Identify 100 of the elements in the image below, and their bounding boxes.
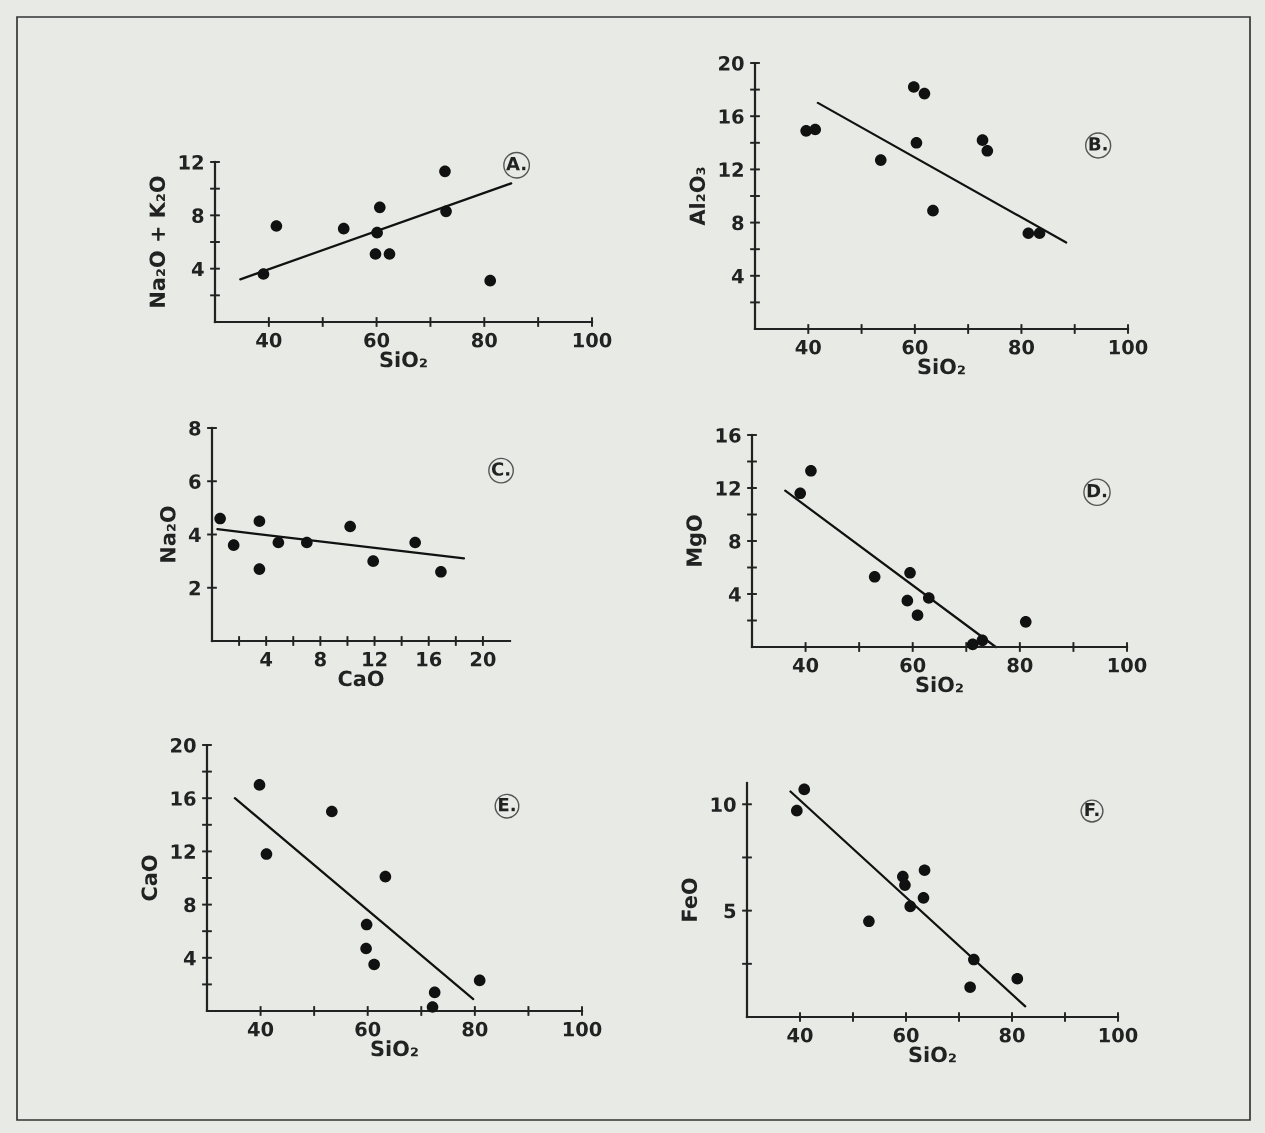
y-tick-label: 16	[719, 109, 744, 124]
x-tick-label: 60	[900, 657, 926, 673]
point	[344, 520, 356, 533]
x-axis-title: CaO	[338, 670, 384, 687]
point	[260, 848, 273, 860]
y-tick-label: 16	[171, 791, 196, 806]
point	[1033, 227, 1046, 240]
y-tick-label: 4	[191, 261, 204, 277]
y-axis-title: CaO	[141, 855, 158, 901]
point	[368, 958, 380, 971]
point	[791, 804, 803, 817]
point	[428, 986, 441, 999]
point	[373, 201, 386, 214]
point	[440, 205, 452, 218]
point	[371, 226, 383, 239]
x-tick-label: 100	[1109, 339, 1148, 355]
point	[981, 144, 994, 157]
point	[1019, 616, 1032, 628]
point	[904, 900, 917, 913]
point	[918, 864, 931, 877]
annotation: D.	[1087, 484, 1107, 498]
y-tick-label: 8	[184, 897, 196, 913]
point	[360, 942, 372, 955]
point	[439, 165, 451, 178]
point	[917, 892, 930, 904]
y-tick-label: 2	[189, 580, 200, 596]
y-axis-title: MgO	[686, 515, 707, 566]
y-tick-label: 12	[171, 844, 195, 859]
point	[1022, 227, 1035, 240]
y-tick-label: 20	[171, 737, 196, 753]
x-tick-label: 16	[417, 651, 442, 667]
point	[794, 487, 807, 500]
x-tick-label: 80	[999, 1027, 1025, 1043]
x-tick-label: 20	[470, 651, 496, 667]
point	[874, 154, 887, 166]
x-tick-label: 80	[471, 332, 497, 348]
y-tick-label: 4	[183, 951, 196, 966]
point	[253, 515, 266, 527]
y-tick-label: 4	[728, 587, 741, 602]
x-tick-label: 100	[563, 1021, 602, 1037]
y-tick-label: 16	[716, 427, 741, 443]
x-axis-title: SiO₂	[909, 1046, 956, 1063]
point	[901, 594, 914, 607]
x-tick-label: 60	[355, 1021, 381, 1037]
point	[257, 268, 270, 280]
annotation: C.	[491, 462, 510, 476]
x-tick-label: 40	[795, 339, 821, 355]
point	[976, 634, 989, 647]
point	[809, 123, 822, 136]
point	[910, 136, 923, 149]
point	[379, 870, 392, 883]
point	[272, 536, 285, 549]
point	[907, 81, 920, 93]
x-tick-label: 40	[247, 1021, 274, 1037]
point	[918, 87, 931, 100]
point	[435, 565, 447, 578]
point	[369, 248, 382, 260]
point	[253, 563, 266, 575]
point	[409, 536, 421, 549]
point	[899, 879, 911, 891]
point	[922, 592, 935, 604]
point	[367, 555, 379, 567]
point	[968, 953, 980, 966]
x-axis-title: SiO₂	[371, 1040, 418, 1057]
point	[976, 134, 989, 146]
point	[911, 609, 924, 622]
point	[927, 204, 939, 217]
y-tick-label: 8	[729, 533, 741, 549]
y-tick-label: 8	[189, 420, 201, 436]
x-tick-label: 12	[363, 651, 387, 667]
point	[868, 570, 881, 583]
point	[904, 566, 916, 579]
point	[360, 918, 373, 931]
point	[966, 638, 979, 651]
y-axis-title: FeO	[681, 878, 698, 921]
annotation: B.	[1089, 137, 1107, 151]
point	[301, 536, 313, 549]
x-tick-label: 100	[573, 332, 612, 348]
point	[805, 464, 817, 477]
point	[326, 805, 338, 818]
y-tick-label: 4	[188, 527, 201, 542]
x-tick-label: 80	[1009, 339, 1035, 355]
point	[798, 783, 811, 796]
point	[863, 915, 875, 928]
point	[964, 981, 976, 994]
point	[337, 222, 350, 235]
x-tick-label: 4	[260, 652, 273, 667]
x-tick-label: 80	[462, 1021, 488, 1037]
y-tick-label: 4	[731, 269, 744, 284]
x-tick-label: 100	[1108, 657, 1147, 673]
y-tick-label: 10	[711, 797, 736, 812]
point	[426, 1001, 439, 1013]
point	[270, 220, 283, 232]
point	[214, 512, 226, 525]
y-axis-title: Na₂O + K₂O	[149, 176, 166, 307]
y-axis-title: Na₂O	[159, 506, 176, 562]
x-tick-label: 40	[787, 1027, 813, 1043]
annotation: F.	[1085, 802, 1099, 817]
x-axis-title: SiO₂	[918, 358, 965, 375]
x-tick-label: 8	[314, 651, 326, 667]
